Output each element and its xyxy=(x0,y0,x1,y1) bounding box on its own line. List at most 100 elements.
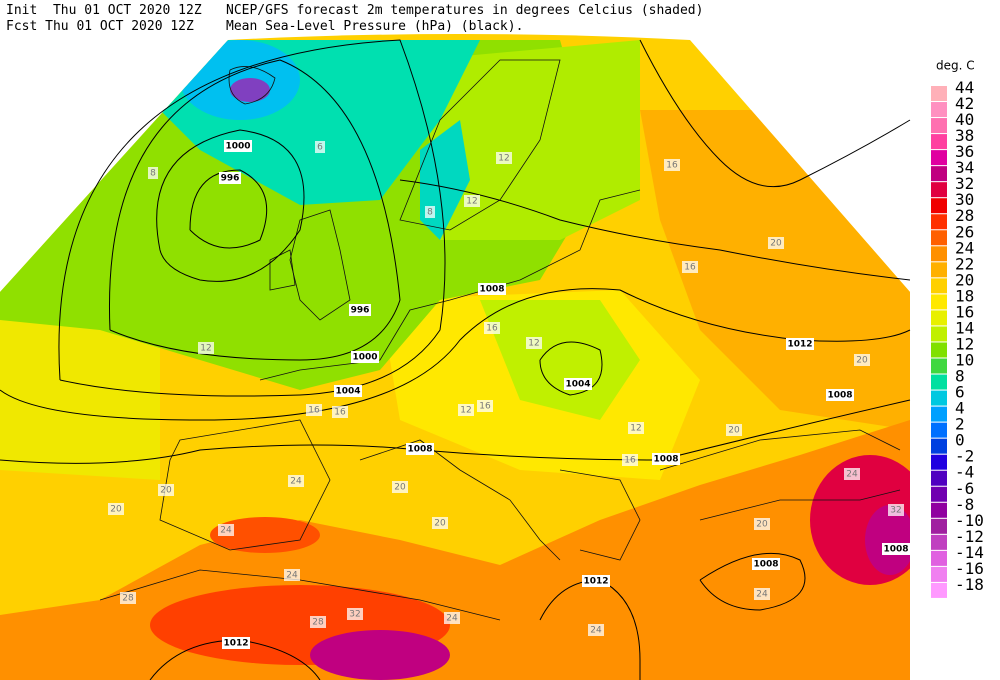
legend-label: 16 xyxy=(955,302,974,321)
label-box xyxy=(432,517,448,529)
isobar-label: 1008 xyxy=(653,455,678,465)
temperature-label: 16 xyxy=(666,161,678,171)
temperature-label: 12 xyxy=(200,344,211,354)
temperature-label: 20 xyxy=(110,505,122,515)
temperature-label: 8 xyxy=(150,169,156,179)
label-box xyxy=(310,616,326,628)
label-box xyxy=(786,338,814,350)
legend-swatch xyxy=(931,166,947,182)
legend-swatch xyxy=(931,230,947,246)
temperature-label: 16 xyxy=(334,408,346,418)
temperature-label: 24 xyxy=(756,590,768,600)
legend-label: 10 xyxy=(955,351,974,370)
legend-swatch xyxy=(931,550,947,566)
temperature-label: 20 xyxy=(394,483,406,493)
legend-label: 24 xyxy=(955,238,974,257)
legend-label: 6 xyxy=(955,383,965,402)
legend-label: 36 xyxy=(955,142,974,161)
label-box xyxy=(888,504,904,516)
legend-swatch xyxy=(931,502,947,518)
temperature-label: 16 xyxy=(479,402,491,412)
temperature-label: 8 xyxy=(427,208,433,218)
label-box xyxy=(425,206,435,218)
label-box xyxy=(458,404,474,416)
temperature-label: 32 xyxy=(349,610,360,620)
label-box xyxy=(726,424,742,436)
label-box xyxy=(854,354,870,366)
isobar-label: 996 xyxy=(221,174,240,184)
legend-swatch xyxy=(931,150,947,166)
legend-swatch xyxy=(931,406,947,422)
label-box xyxy=(588,624,604,636)
label-box xyxy=(682,261,698,273)
label-box xyxy=(351,351,379,363)
isobar-label: 1004 xyxy=(335,387,360,397)
label-box xyxy=(392,481,408,493)
label-box xyxy=(334,385,362,397)
temperature-label: 16 xyxy=(684,263,696,273)
label-box xyxy=(306,404,322,416)
isobar-label: 1008 xyxy=(407,445,432,455)
legend-swatch xyxy=(931,310,947,326)
temperature-label: 6 xyxy=(317,143,323,153)
temperature-label: 16 xyxy=(308,406,320,416)
legend-swatch xyxy=(931,278,947,294)
isobar-label: 1008 xyxy=(479,285,504,295)
legend-label: -18 xyxy=(955,575,984,594)
legend-label: -16 xyxy=(955,559,984,578)
temperature-label: 24 xyxy=(286,571,298,581)
legend-label: 42 xyxy=(955,94,974,113)
isobar-label: 1000 xyxy=(352,353,377,363)
isobar-label: 1012 xyxy=(787,340,812,350)
label-box xyxy=(826,389,854,401)
temperature-label: 28 xyxy=(122,594,134,604)
label-box xyxy=(349,304,371,316)
label-box xyxy=(496,152,512,164)
temperature-label: 24 xyxy=(290,477,302,487)
legend-swatch xyxy=(931,438,947,454)
label-box xyxy=(315,141,325,153)
legend-swatch xyxy=(931,454,947,470)
temperature-label: 12 xyxy=(528,339,539,349)
temperature-label: 20 xyxy=(770,239,782,249)
legend-swatch xyxy=(931,342,947,358)
legend-label: 26 xyxy=(955,222,974,241)
legend-label: -4 xyxy=(955,463,974,482)
temperature-label: 20 xyxy=(856,356,868,366)
init-line: Init Thu 01 OCT 2020 12Z xyxy=(6,3,202,18)
coastlines xyxy=(99,59,901,621)
legend-swatch xyxy=(931,102,947,118)
legend-label: 30 xyxy=(955,190,974,209)
isobar-label: 1008 xyxy=(883,545,908,555)
legend-label: 20 xyxy=(955,270,974,289)
label-box xyxy=(108,503,124,515)
label-box xyxy=(288,475,304,487)
legend-swatch xyxy=(931,582,947,598)
label-box xyxy=(628,422,644,434)
isobar-label: 1012 xyxy=(583,577,608,587)
legend-label: 40 xyxy=(955,110,974,129)
label-box xyxy=(754,588,770,600)
label-box xyxy=(752,558,780,570)
label-box xyxy=(406,443,434,455)
label-box xyxy=(224,140,252,152)
legend-label: 34 xyxy=(955,158,974,177)
label-box xyxy=(768,237,784,249)
label-box xyxy=(347,608,363,620)
label-box xyxy=(844,468,860,480)
isobar-label: 1008 xyxy=(827,391,852,401)
legend-swatch xyxy=(931,486,947,502)
label-box xyxy=(477,400,493,412)
isobar-label: 1000 xyxy=(225,142,250,152)
isobar-label: 1012 xyxy=(223,639,248,649)
label-box xyxy=(464,195,480,207)
temperature-label: 12 xyxy=(498,154,509,164)
legend-swatch xyxy=(931,534,947,550)
temperature-label: 12 xyxy=(630,424,641,434)
label-box xyxy=(332,406,348,418)
legend-title: deg. C xyxy=(936,59,975,73)
legend-swatch xyxy=(931,422,947,438)
legend-swatch xyxy=(931,470,947,486)
label-box xyxy=(158,484,174,496)
label-box xyxy=(484,322,500,334)
